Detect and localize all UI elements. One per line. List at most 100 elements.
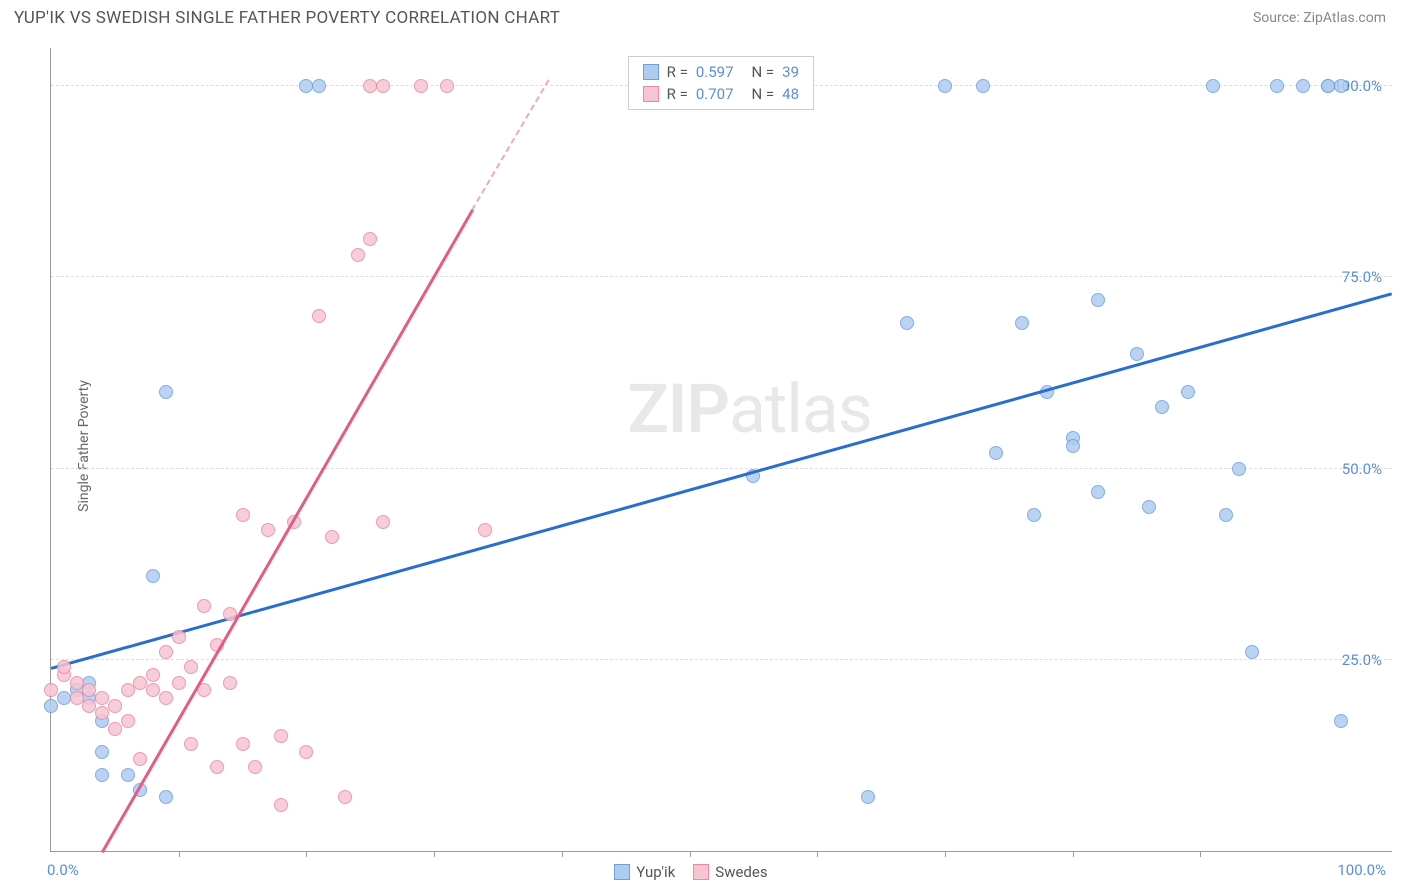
data-point xyxy=(1270,79,1284,93)
legend-r-value: 0.597 xyxy=(696,63,734,81)
data-point xyxy=(1130,347,1144,361)
trend-line xyxy=(101,209,474,853)
data-point xyxy=(44,683,58,697)
data-point xyxy=(299,745,313,759)
data-point xyxy=(1334,79,1348,93)
data-point xyxy=(1232,462,1246,476)
x-tick xyxy=(1200,851,1201,857)
legend-r-label: R = xyxy=(667,63,688,81)
data-point xyxy=(376,79,390,93)
data-point xyxy=(274,729,288,743)
data-point xyxy=(159,790,173,804)
series-name: Swedes xyxy=(715,863,767,881)
legend-n-label: N = xyxy=(752,63,775,81)
data-point xyxy=(1245,645,1259,659)
data-point xyxy=(133,676,147,690)
data-point xyxy=(108,699,122,713)
data-point xyxy=(172,630,186,644)
x-tick xyxy=(1073,851,1074,857)
series-legend-item: Yup'ik xyxy=(614,863,675,881)
series-legend: Yup'ik Swedes xyxy=(614,863,767,881)
data-point xyxy=(1296,79,1310,93)
data-point xyxy=(1091,485,1105,499)
data-point xyxy=(95,745,109,759)
chart-title: YUP'IK VS SWEDISH SINGLE FATHER POVERTY … xyxy=(14,8,560,28)
data-point xyxy=(1091,293,1105,307)
data-point xyxy=(900,316,914,330)
data-point xyxy=(70,676,84,690)
data-point xyxy=(1181,385,1195,399)
data-point xyxy=(414,79,428,93)
y-tick-label: 50.0% xyxy=(1342,460,1382,478)
x-tick-label: 0.0% xyxy=(47,861,79,879)
data-point xyxy=(121,768,135,782)
x-tick xyxy=(817,851,818,857)
data-point xyxy=(1142,500,1156,514)
data-point xyxy=(989,446,1003,460)
data-point xyxy=(159,645,173,659)
trend-line xyxy=(51,293,1393,670)
data-point xyxy=(976,79,990,93)
x-tick xyxy=(562,851,563,857)
data-point xyxy=(325,530,339,544)
data-point xyxy=(1066,439,1080,453)
data-point xyxy=(121,683,135,697)
trend-line xyxy=(472,79,550,210)
x-tick-label: 100.0% xyxy=(1337,861,1386,879)
data-point xyxy=(938,79,952,93)
legend-swatch xyxy=(693,864,709,880)
data-point xyxy=(146,569,160,583)
data-point xyxy=(376,515,390,529)
data-point xyxy=(44,699,58,713)
data-point xyxy=(1219,508,1233,522)
data-point xyxy=(1015,316,1029,330)
data-point xyxy=(236,508,250,522)
data-point xyxy=(248,760,262,774)
data-point xyxy=(1155,400,1169,414)
data-point xyxy=(184,660,198,674)
legend-n-value: 39 xyxy=(782,63,799,81)
x-tick xyxy=(945,851,946,857)
legend-n-label: N = xyxy=(752,85,775,103)
x-tick xyxy=(306,851,307,857)
data-point xyxy=(172,676,186,690)
data-point xyxy=(351,248,365,262)
data-point xyxy=(95,706,109,720)
data-point xyxy=(1027,508,1041,522)
data-point xyxy=(1206,79,1220,93)
data-point xyxy=(223,676,237,690)
data-point xyxy=(261,523,275,537)
watermark: ZIPatlas xyxy=(628,369,872,449)
data-point xyxy=(274,798,288,812)
data-point xyxy=(363,232,377,246)
data-point xyxy=(146,683,160,697)
legend-swatch xyxy=(643,86,659,102)
data-point xyxy=(70,691,84,705)
data-point xyxy=(236,737,250,751)
data-point xyxy=(159,385,173,399)
gridline xyxy=(51,468,1392,469)
data-point xyxy=(312,309,326,323)
x-tick xyxy=(179,851,180,857)
legend-r-label: R = xyxy=(667,85,688,103)
series-legend-item: Swedes xyxy=(693,863,767,881)
data-point xyxy=(57,660,71,674)
data-point xyxy=(82,699,96,713)
y-tick-label: 25.0% xyxy=(1342,651,1382,669)
legend-swatch xyxy=(643,64,659,80)
data-point xyxy=(197,599,211,613)
data-point xyxy=(146,668,160,682)
stats-legend: R = 0.597N = 39R = 0.707N = 48 xyxy=(628,56,814,110)
data-point xyxy=(159,691,173,705)
y-tick-label: 75.0% xyxy=(1342,268,1382,286)
data-point xyxy=(861,790,875,804)
x-tick xyxy=(690,851,691,857)
series-name: Yup'ik xyxy=(636,863,675,881)
gridline xyxy=(51,276,1392,277)
data-point xyxy=(210,760,224,774)
x-tick xyxy=(434,851,435,857)
data-point xyxy=(82,683,96,697)
data-point xyxy=(338,790,352,804)
source-attribution: Source: ZipAtlas.com xyxy=(1253,10,1386,26)
data-point xyxy=(121,714,135,728)
